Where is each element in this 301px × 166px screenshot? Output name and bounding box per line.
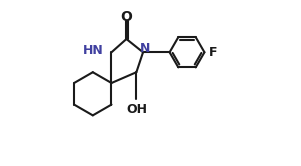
Text: O: O: [120, 10, 132, 24]
Text: OH: OH: [126, 103, 147, 116]
Text: N: N: [140, 42, 150, 55]
Text: F: F: [209, 46, 217, 59]
Text: HN: HN: [82, 44, 103, 57]
